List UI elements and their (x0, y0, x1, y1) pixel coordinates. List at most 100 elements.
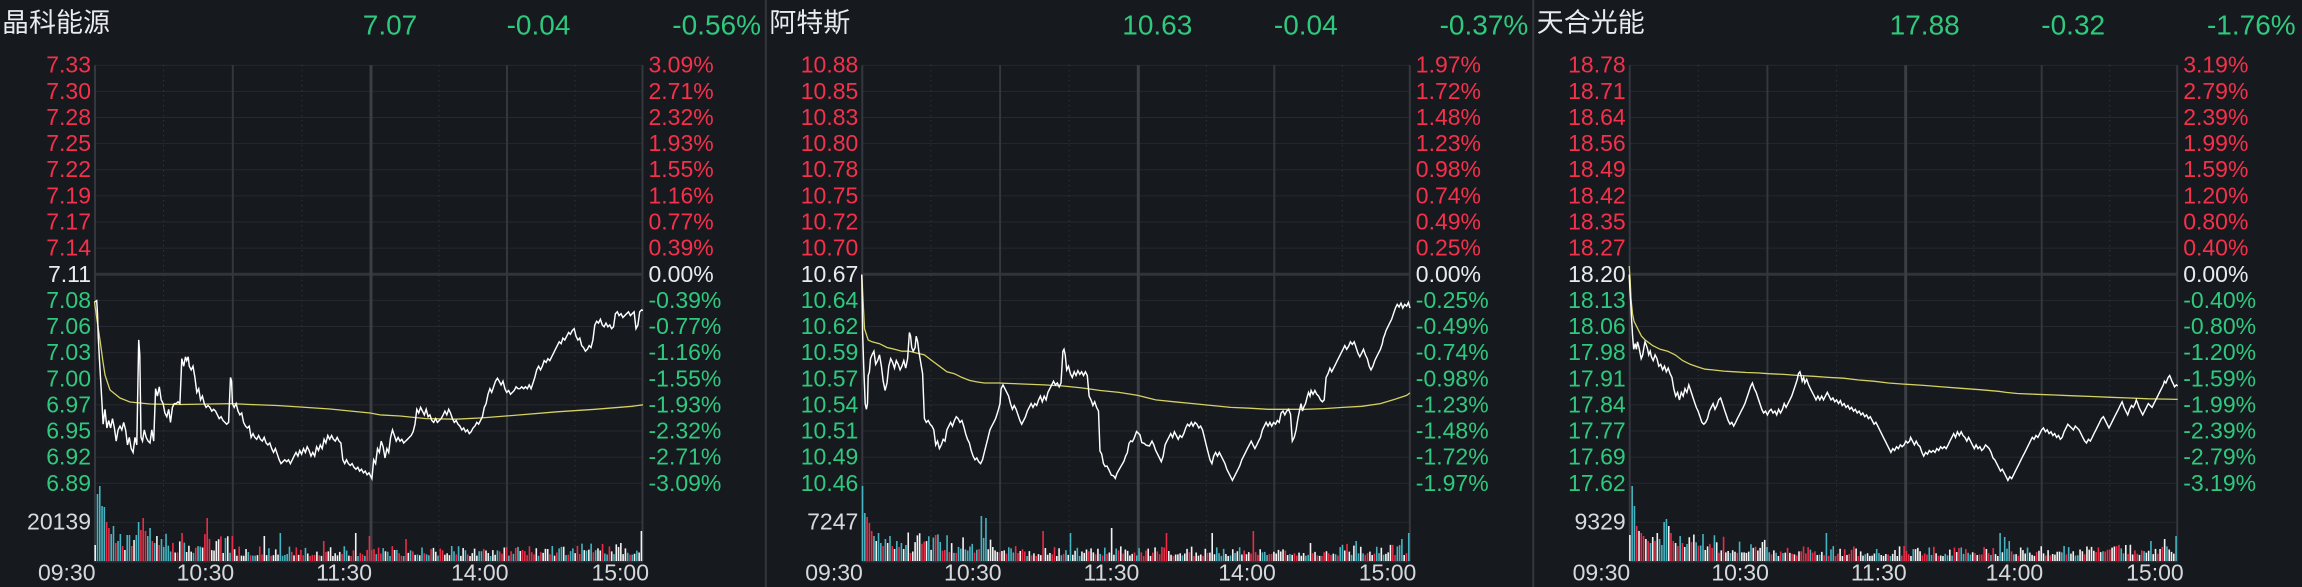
svg-text:-0.77%: -0.77% (649, 313, 722, 339)
svg-text:10.57: 10.57 (801, 365, 859, 391)
svg-text:2.39%: 2.39% (2183, 104, 2248, 130)
svg-text:-1.97%: -1.97% (1416, 470, 1489, 496)
svg-text:10.51: 10.51 (801, 418, 859, 444)
svg-text:10.64: 10.64 (801, 287, 859, 313)
svg-text:-0.32: -0.32 (2041, 10, 2105, 41)
svg-text:0.74%: 0.74% (1416, 182, 1481, 208)
svg-text:9329: 9329 (1575, 509, 1626, 535)
svg-text:10.72: 10.72 (801, 209, 859, 235)
svg-text:-1.16%: -1.16% (649, 339, 722, 365)
svg-text:18.56: 18.56 (1568, 130, 1626, 156)
svg-text:15:00: 15:00 (1359, 560, 1417, 586)
svg-text:10.70: 10.70 (801, 235, 859, 261)
svg-text:1.23%: 1.23% (1416, 130, 1481, 156)
svg-text:1.55%: 1.55% (649, 156, 714, 182)
svg-text:6.92: 6.92 (46, 444, 91, 470)
svg-text:10.78: 10.78 (801, 156, 859, 182)
svg-text:1.59%: 1.59% (2183, 156, 2248, 182)
svg-text:7.17: 7.17 (46, 209, 91, 235)
svg-text:-3.09%: -3.09% (649, 470, 722, 496)
svg-text:1.93%: 1.93% (649, 130, 714, 156)
svg-text:7.11: 7.11 (48, 261, 91, 287)
svg-text:18.49: 18.49 (1568, 156, 1626, 182)
svg-text:11:30: 11:30 (1851, 560, 1907, 586)
svg-text:-0.80%: -0.80% (2183, 313, 2256, 339)
svg-text:-1.93%: -1.93% (649, 391, 722, 417)
svg-text:10.63: 10.63 (1122, 10, 1192, 41)
svg-text:10.49: 10.49 (801, 444, 859, 470)
svg-text:7.03: 7.03 (46, 339, 91, 365)
svg-text:7.00: 7.00 (46, 365, 91, 391)
svg-text:7.22: 7.22 (46, 156, 91, 182)
svg-text:-0.98%: -0.98% (1416, 365, 1489, 391)
svg-text:1.97%: 1.97% (1416, 52, 1481, 78)
svg-text:7.25: 7.25 (46, 130, 91, 156)
svg-text:09:30: 09:30 (1573, 560, 1631, 586)
svg-text:-0.04: -0.04 (507, 10, 571, 41)
svg-text:0.77%: 0.77% (649, 209, 714, 235)
svg-text:10.46: 10.46 (801, 470, 859, 496)
svg-text:18.27: 18.27 (1568, 235, 1626, 261)
svg-text:15:00: 15:00 (591, 560, 649, 586)
svg-text:3.19%: 3.19% (2183, 52, 2248, 78)
svg-text:10.59: 10.59 (801, 339, 859, 365)
svg-text:-1.48%: -1.48% (1416, 418, 1489, 444)
svg-text:0.00%: 0.00% (1416, 261, 1481, 287)
svg-text:10:30: 10:30 (944, 560, 1002, 586)
svg-text:1.72%: 1.72% (1416, 78, 1481, 104)
svg-text:1.16%: 1.16% (649, 182, 714, 208)
svg-text:17.91: 17.91 (1568, 365, 1626, 391)
svg-text:-2.32%: -2.32% (649, 418, 722, 444)
svg-text:10.85: 10.85 (801, 78, 859, 104)
svg-text:14:00: 14:00 (1218, 560, 1276, 586)
svg-text:7.14: 7.14 (46, 235, 91, 261)
svg-text:17.84: 17.84 (1568, 391, 1626, 417)
svg-text:-0.25%: -0.25% (1416, 287, 1489, 313)
svg-text:7247: 7247 (807, 509, 858, 535)
svg-text:09:30: 09:30 (38, 560, 96, 586)
svg-text:0.98%: 0.98% (1416, 156, 1481, 182)
svg-text:2.32%: 2.32% (649, 104, 714, 130)
svg-text:-0.04: -0.04 (1274, 10, 1338, 41)
svg-text:15:00: 15:00 (2126, 560, 2184, 586)
svg-text:10.83: 10.83 (801, 104, 859, 130)
svg-text:17.77: 17.77 (1568, 418, 1626, 444)
svg-text:0.49%: 0.49% (1416, 209, 1481, 235)
svg-text:14:00: 14:00 (451, 560, 509, 586)
svg-text:0.39%: 0.39% (649, 235, 714, 261)
svg-text:6.89: 6.89 (46, 470, 91, 496)
svg-text:7.06: 7.06 (46, 313, 91, 339)
svg-text:1.48%: 1.48% (1416, 104, 1481, 130)
svg-text:18.06: 18.06 (1568, 313, 1626, 339)
svg-text:0.40%: 0.40% (2183, 235, 2248, 261)
svg-text:-2.79%: -2.79% (2183, 444, 2256, 470)
svg-text:-1.20%: -1.20% (2183, 339, 2256, 365)
svg-text:17.69: 17.69 (1568, 444, 1626, 470)
svg-text:7.07: 7.07 (363, 10, 418, 41)
svg-text:18.78: 18.78 (1568, 52, 1626, 78)
svg-text:18.35: 18.35 (1568, 209, 1626, 235)
svg-text:10:30: 10:30 (177, 560, 235, 586)
svg-text:2.79%: 2.79% (2183, 78, 2248, 104)
svg-text:-1.23%: -1.23% (1416, 391, 1489, 417)
svg-text:1.20%: 1.20% (2183, 182, 2248, 208)
svg-text:14:00: 14:00 (1986, 560, 2044, 586)
svg-text:7.28: 7.28 (46, 104, 91, 130)
svg-text:-0.39%: -0.39% (649, 287, 722, 313)
svg-text:-1.59%: -1.59% (2183, 365, 2256, 391)
svg-text:-0.56%: -0.56% (672, 10, 761, 41)
svg-text:0.80%: 0.80% (2183, 209, 2248, 235)
svg-text:10.80: 10.80 (801, 130, 859, 156)
svg-text:7.30: 7.30 (46, 78, 91, 104)
svg-text:18.13: 18.13 (1568, 287, 1626, 313)
svg-text:10.88: 10.88 (801, 52, 859, 78)
svg-text:18.64: 18.64 (1568, 104, 1626, 130)
svg-text:17.88: 17.88 (1890, 10, 1960, 41)
svg-text:-1.76%: -1.76% (2207, 10, 2296, 41)
svg-text:3.09%: 3.09% (649, 52, 714, 78)
svg-text:-3.19%: -3.19% (2183, 470, 2256, 496)
svg-text:17.62: 17.62 (1568, 470, 1626, 496)
svg-text:-1.99%: -1.99% (2183, 391, 2256, 417)
svg-text:18.20: 18.20 (1568, 261, 1626, 287)
svg-text:10.67: 10.67 (801, 261, 859, 287)
